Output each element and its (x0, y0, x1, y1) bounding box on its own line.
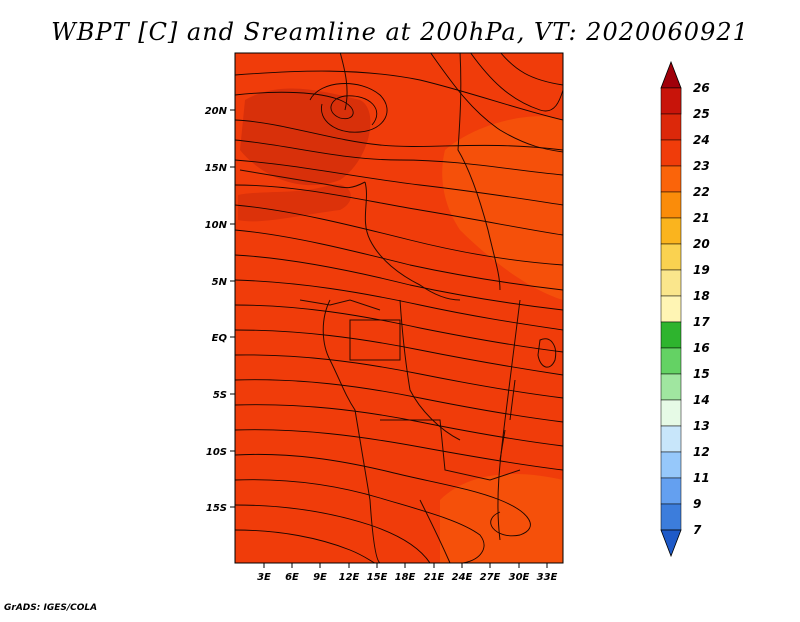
colorbar-label: 9 (693, 497, 701, 511)
colorbar-label: 20 (693, 237, 710, 251)
colorbar-label: 23 (693, 159, 710, 173)
colorbar-segment (660, 477, 682, 505)
colorbar-bottom-arrow (660, 529, 682, 558)
colorbar-label: 25 (693, 107, 710, 121)
colorbar-label: 21 (693, 211, 710, 225)
colorbar-label: 24 (693, 133, 710, 147)
colorbar-segment (660, 295, 682, 323)
colorbar-segment (660, 321, 682, 349)
lat-label: 5N (212, 277, 228, 288)
lon-label: 24E (452, 572, 473, 583)
lon-label: 12E (339, 572, 360, 583)
colorbar-segment (660, 243, 682, 271)
lon-label: 30E (509, 572, 530, 583)
cool-patch-se (440, 474, 563, 563)
chart-title: WBPT [C] and Sreamline at 200hPa, VT: 20… (51, 18, 749, 46)
colorbar-top-arrow (660, 60, 682, 89)
colorbar-label: 11 (693, 471, 710, 485)
colorbar-label: 15 (693, 367, 710, 381)
colorbar: 26 25 24 23 22 21 20 19 18 17 16 15 14 1… (660, 60, 710, 558)
colorbar-segment (660, 165, 682, 193)
colorbar-label: 12 (693, 445, 710, 459)
colorbar-label: 19 (693, 263, 710, 277)
map-frame (234, 52, 564, 564)
colorbar-segment (660, 503, 682, 531)
colorbar-label: 16 (693, 341, 710, 355)
colorbar-segment (660, 347, 682, 375)
lon-label: 21E (424, 572, 445, 583)
lon-label: 18E (395, 572, 416, 583)
colorbar-label: 22 (693, 185, 710, 199)
lon-label: 15E (367, 572, 388, 583)
colorbar-label: 17 (693, 315, 710, 329)
warm-patch-north (240, 88, 371, 186)
colorbar-segment (660, 425, 682, 453)
colorbar-label: 26 (693, 81, 710, 95)
colorbar-segment (660, 217, 682, 245)
streamlines (235, 53, 563, 563)
lat-label: 10N (205, 220, 228, 231)
coastlines (239, 53, 521, 563)
lat-axis: 20N 15N 10N 5N EQ 5S 10S 15S (205, 106, 235, 514)
colorbar-label: 14 (693, 393, 710, 407)
colorbar-segment (660, 399, 682, 427)
colorbar-label: 18 (693, 289, 710, 303)
warm-patch-west (238, 184, 351, 222)
lon-label: 3E (257, 572, 271, 583)
lat-label: 15S (206, 503, 227, 514)
cool-patch-ne (442, 116, 563, 300)
colorbar-segment (660, 87, 682, 115)
lat-label: 5S (213, 390, 227, 401)
colorbar-label: 13 (693, 419, 710, 433)
lon-label: 6E (285, 572, 299, 583)
lon-label: 27E (480, 572, 501, 583)
lat-label: 20N (205, 106, 228, 117)
lat-label: EQ (212, 333, 228, 344)
map-panel (235, 53, 563, 563)
colorbar-segment (660, 269, 682, 297)
colorbar-segment (660, 191, 682, 219)
colorbar-segment (660, 113, 682, 141)
lakes (499, 338, 557, 461)
lon-axis: 3E 6E 9E 12E 15E 18E 21E 24E 27E 30E 33E (257, 563, 558, 583)
lon-label: 33E (537, 572, 558, 583)
colorbar-segment (660, 139, 682, 167)
lat-label: 10S (206, 447, 227, 458)
grads-credit: GrADS: IGES/COLA (4, 603, 98, 613)
colorbar-segment (660, 373, 682, 401)
colorbar-segment (660, 451, 682, 479)
colorbar-label: 7 (693, 523, 702, 537)
lon-label: 9E (313, 572, 327, 583)
lat-label: 15N (205, 163, 228, 174)
